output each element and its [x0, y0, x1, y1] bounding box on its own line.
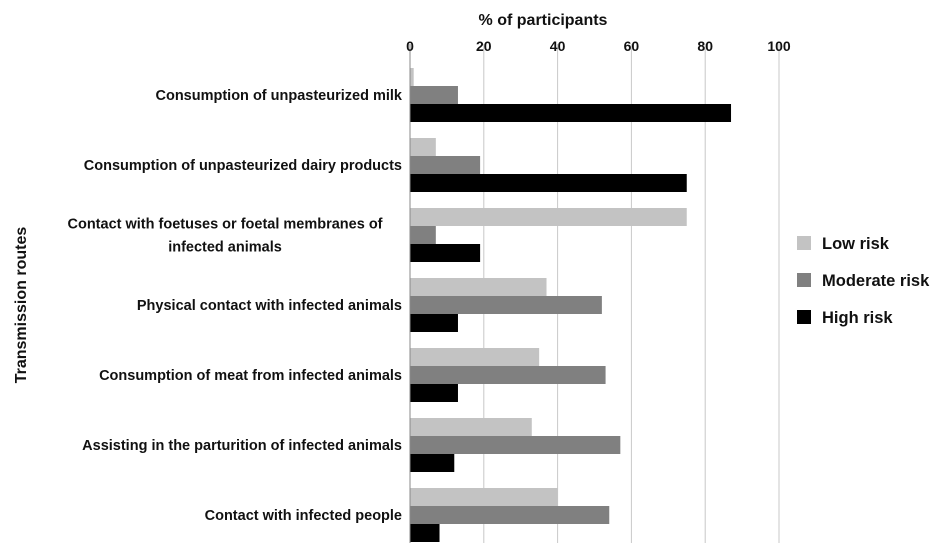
category-labels: Consumption of unpasteurized milk Consump… [67, 88, 402, 524]
legend-swatch [797, 273, 811, 287]
bar-high-risk [410, 384, 458, 402]
bar-moderate-risk [410, 366, 606, 384]
x-tick-label: 40 [550, 38, 566, 54]
x-tick-label: 100 [767, 38, 791, 54]
legend: Low risk Moderate risk High risk [797, 235, 930, 327]
category-label: Consumption of unpasteurized milk [155, 88, 402, 104]
category-label: Assisting in the parturition of infected… [82, 438, 402, 454]
bar-high-risk [410, 104, 732, 122]
bar-high-risk [410, 524, 440, 542]
bar-low-risk [410, 348, 540, 366]
bar-low-risk [410, 488, 558, 506]
bar-moderate-risk [410, 506, 610, 524]
x-tick-label: 20 [476, 38, 492, 54]
bar-moderate-risk [410, 86, 458, 104]
bar-low-risk [410, 68, 414, 86]
bar-low-risk [410, 138, 436, 156]
x-tick-labels: 0 20 40 60 80 100 [406, 38, 791, 54]
bar-low-risk [410, 418, 532, 436]
bar-moderate-risk [410, 296, 602, 314]
category-label: Contact with foetuses or foetal membrane… [67, 217, 382, 233]
legend-label: Moderate risk [822, 272, 930, 290]
category-label: Contact with infected people [205, 508, 402, 524]
x-axis-title: % of participants [479, 12, 608, 29]
legend-swatch [797, 236, 811, 250]
bar-high-risk [410, 244, 481, 262]
category-label: Physical contact with infected animals [137, 298, 402, 314]
legend-swatch [797, 310, 811, 324]
bar-moderate-risk [410, 226, 436, 244]
bar-high-risk [410, 174, 687, 192]
bars [410, 68, 732, 542]
legend-label: Low risk [822, 235, 890, 253]
category-label: Consumption of unpasteurized dairy produ… [84, 158, 402, 174]
bar-moderate-risk [410, 156, 481, 174]
category-label: Consumption of meat from infected animal… [99, 368, 402, 384]
category-label: infected animals [168, 240, 282, 256]
bar-high-risk [410, 314, 458, 332]
y-axis-title: Transmission routes [13, 227, 30, 384]
bar-low-risk [410, 208, 687, 226]
bar-low-risk [410, 278, 547, 296]
x-tick-label: 80 [697, 38, 713, 54]
bar-high-risk [410, 454, 455, 472]
legend-label: High risk [822, 309, 893, 327]
x-tick-label: 60 [624, 38, 640, 54]
x-tick-label: 0 [406, 38, 414, 54]
bar-moderate-risk [410, 436, 621, 454]
gridlines [483, 44, 780, 543]
